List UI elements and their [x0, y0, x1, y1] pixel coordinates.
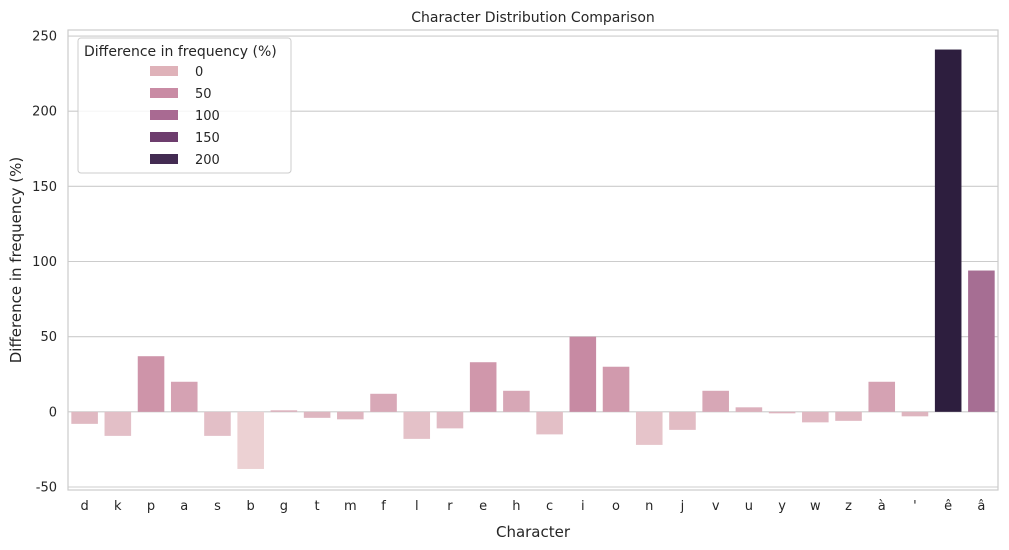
- x-tick-label: e: [479, 499, 487, 514]
- bar-8: [337, 411, 364, 420]
- bar-13: [503, 390, 530, 412]
- bar-12: [469, 362, 497, 412]
- x-tick-label: u: [745, 499, 753, 514]
- bar-11: [436, 411, 464, 429]
- bar-19: [702, 390, 729, 412]
- bar-26: [934, 49, 962, 412]
- x-axis-title: Character: [496, 523, 571, 541]
- x-tick-label: w: [810, 499, 821, 514]
- bar-24: [868, 381, 896, 412]
- y-tick-label: 200: [32, 105, 57, 120]
- bar-18: [669, 411, 696, 430]
- x-tick-label: r: [447, 499, 453, 514]
- plot-frame: [67, 29, 999, 491]
- x-tick-label: j: [680, 499, 685, 514]
- legend-swatch: [150, 110, 178, 120]
- bar-1: [104, 411, 132, 436]
- y-tick-labels: -50 0 50 100 150 200 250: [32, 30, 57, 496]
- x-tick-label: d: [80, 499, 88, 514]
- legend-swatch: [150, 132, 178, 142]
- bar-0: [71, 411, 98, 424]
- bar-16: [602, 366, 630, 412]
- x-tick-label: y: [778, 499, 786, 514]
- bar-25: [901, 411, 929, 417]
- x-tick-label: à: [878, 499, 886, 514]
- y-tick-label: 50: [40, 330, 57, 345]
- x-tick-label: t: [315, 499, 320, 514]
- bar-4: [204, 411, 231, 436]
- y-tick-label: -50: [36, 480, 57, 495]
- bar-21: [768, 411, 796, 414]
- x-tick-label: â: [977, 499, 985, 514]
- x-tick-label: f: [381, 499, 386, 514]
- x-tick-label: z: [845, 499, 852, 514]
- bar-20: [735, 407, 763, 412]
- legend-label: 150: [195, 131, 220, 146]
- bar-22: [802, 411, 829, 423]
- legend-swatch: [150, 66, 178, 76]
- bar-10: [403, 411, 431, 439]
- legend-label: 100: [195, 109, 220, 124]
- bar-7: [303, 411, 331, 418]
- legend-swatch: [150, 154, 178, 164]
- bar-15: [569, 336, 597, 412]
- legend-title: Difference in frequency (%): [84, 44, 277, 60]
- x-tick-labels: d k p a s b g t m f l r e h c i o n j v u y w z à ' ê â: [80, 499, 985, 514]
- legend-entries: 0 50 100 150 200: [150, 65, 220, 168]
- y-tick-label: 0: [49, 405, 57, 420]
- legend: Difference in frequency (%) 0 50 100 150 200: [77, 37, 292, 174]
- chart-title: Character Distribution Comparison: [411, 10, 655, 26]
- x-tick-label: i: [581, 499, 585, 514]
- legend-label: 0: [195, 65, 203, 80]
- bar-3: [170, 381, 198, 412]
- x-tick-label: n: [645, 499, 653, 514]
- y-tick-label: 250: [32, 30, 57, 45]
- x-tick-label: v: [712, 499, 720, 514]
- bar-5: [237, 411, 264, 469]
- x-tick-label: p: [147, 499, 155, 514]
- bar-2: [137, 356, 165, 412]
- x-tick-label: s: [214, 499, 221, 514]
- legend-box: [77, 37, 292, 174]
- x-tick-label: m: [344, 499, 357, 514]
- x-tick-label: a: [180, 499, 188, 514]
- x-tick-label: k: [114, 499, 122, 514]
- bar-17: [635, 411, 663, 445]
- x-tick-label: l: [415, 499, 419, 514]
- x-tick-label: o: [612, 499, 620, 514]
- x-tick-label: ': [913, 499, 917, 514]
- x-tick-label: b: [247, 499, 255, 514]
- bar-6: [270, 410, 298, 412]
- x-tick-label: c: [546, 499, 553, 514]
- legend-label: 200: [195, 153, 220, 168]
- y-axis-title: Difference in frequency (%): [7, 157, 25, 364]
- bars: [71, 49, 995, 469]
- legend-swatch: [150, 88, 178, 98]
- x-tick-label: g: [280, 499, 288, 514]
- bar-27: [968, 270, 995, 412]
- y-tick-label: 100: [32, 255, 57, 270]
- legend-label: 50: [195, 87, 212, 102]
- bar-9: [370, 393, 397, 412]
- bar-23: [835, 411, 862, 421]
- bar-14: [536, 411, 563, 435]
- y-tick-label: 150: [32, 180, 57, 195]
- x-tick-label: h: [512, 499, 520, 514]
- x-tick-label: ê: [944, 499, 952, 514]
